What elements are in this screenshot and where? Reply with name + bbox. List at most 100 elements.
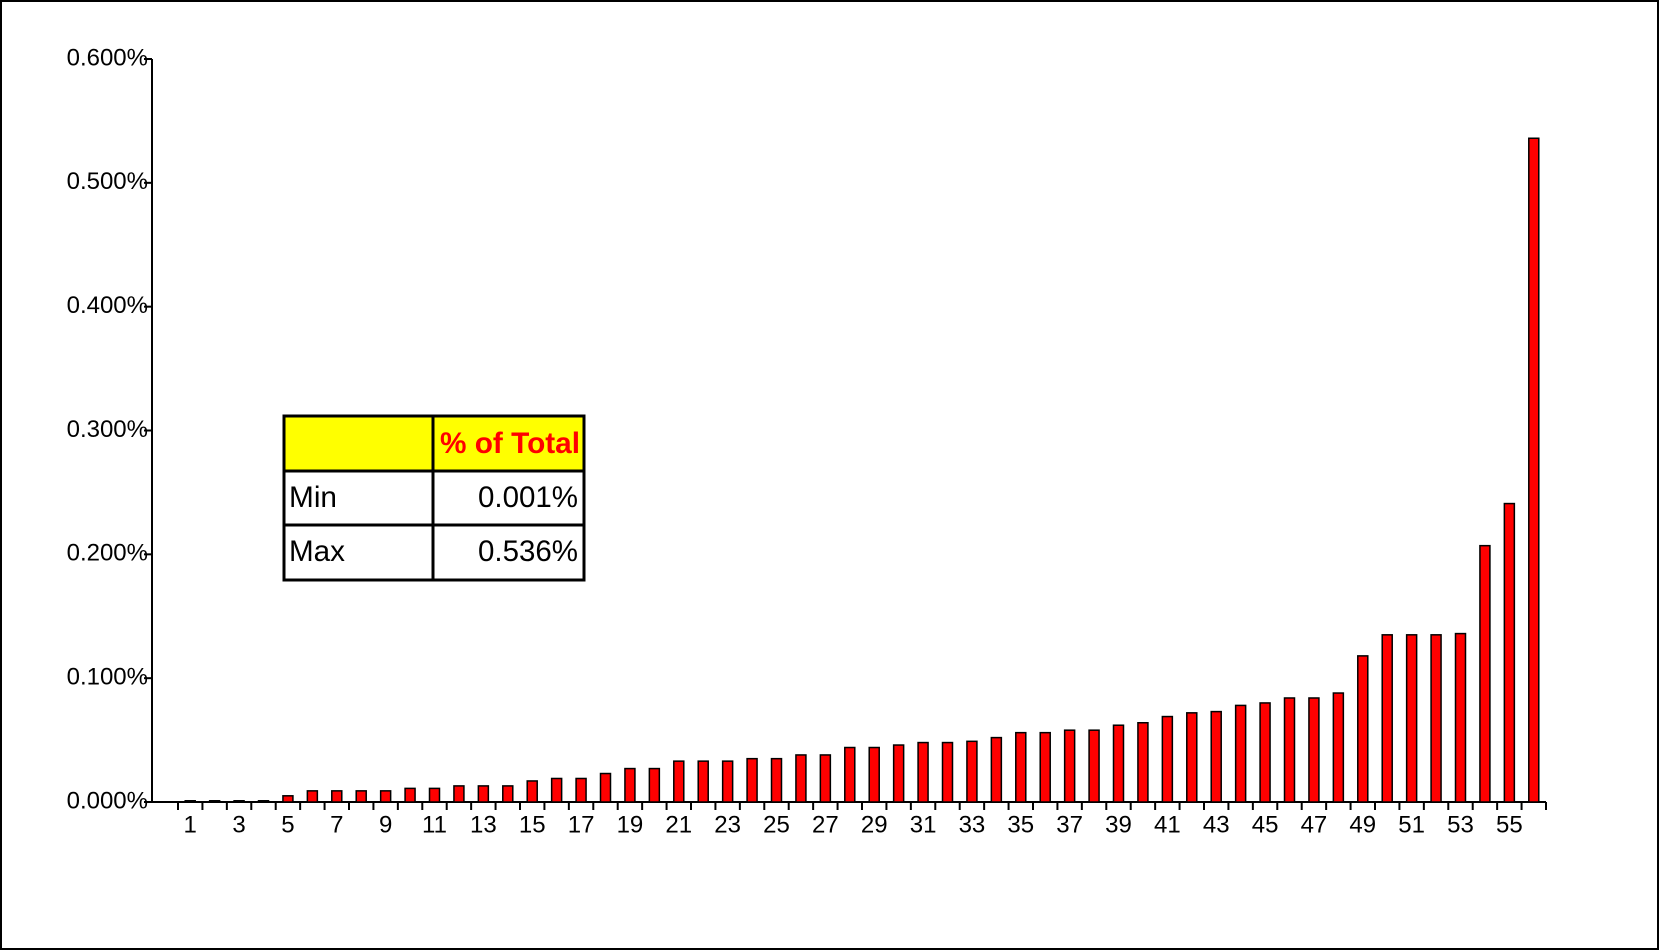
- table-value: 0.536%: [478, 535, 578, 568]
- x-tick-label: 41: [1154, 811, 1181, 838]
- bar: [868, 746, 880, 803]
- x-tick-label: 31: [910, 811, 937, 838]
- bar: [575, 777, 587, 803]
- x-tick-label: 5: [281, 811, 294, 838]
- bar: [282, 795, 294, 803]
- bar: [1430, 634, 1442, 803]
- x-tick-label: 23: [714, 811, 741, 838]
- bar: [1479, 544, 1491, 803]
- x-tick-label: 21: [665, 811, 692, 838]
- bar: [844, 746, 856, 803]
- table-header: % of Total: [440, 427, 580, 460]
- x-tick-label: 33: [959, 811, 986, 838]
- bar: [428, 787, 441, 803]
- bar: [1063, 729, 1076, 803]
- bar: [990, 736, 1003, 803]
- bar: [1503, 502, 1516, 803]
- x-tick-label: 37: [1056, 811, 1083, 838]
- bar: [770, 757, 783, 803]
- table-cell: [431, 469, 586, 527]
- x-tick-label: 35: [1007, 811, 1034, 838]
- table-row-label: Max: [289, 535, 345, 568]
- bar: [1308, 697, 1320, 803]
- x-tick-label: 25: [763, 811, 790, 838]
- bar: [1186, 712, 1198, 803]
- x-tick-label: 15: [519, 811, 546, 838]
- bar: [624, 767, 636, 803]
- bar: [795, 754, 807, 803]
- bar: [1210, 710, 1222, 803]
- bar: [1112, 724, 1125, 803]
- y-tick-label: 0.400%: [67, 292, 148, 319]
- bar: [1454, 632, 1467, 803]
- bar: [208, 800, 221, 803]
- y-tick-label: 0.100%: [67, 664, 148, 691]
- table-value: 0.001%: [478, 481, 578, 514]
- bar: [453, 785, 465, 803]
- bar: [1137, 721, 1149, 803]
- x-tick-label: 39: [1105, 811, 1132, 838]
- y-tick-label: 0.300%: [67, 416, 148, 443]
- bar: [477, 785, 490, 803]
- bar: [697, 760, 709, 803]
- x-tick-label: 53: [1447, 811, 1474, 838]
- x-tick-label: 17: [568, 811, 595, 838]
- x-tick-label: 13: [470, 811, 497, 838]
- bar: [1039, 731, 1051, 803]
- x-tick-label: 19: [617, 811, 644, 838]
- table-cell: [282, 414, 435, 473]
- bar: [673, 760, 685, 803]
- bar: [746, 757, 758, 803]
- bar: [1528, 137, 1540, 803]
- bar: [941, 741, 954, 803]
- y-tick-label: 0.500%: [67, 168, 148, 195]
- x-tick-label: 11: [422, 811, 447, 838]
- bar: [184, 800, 196, 803]
- x-tick-label: 1: [184, 811, 197, 838]
- bar: [306, 790, 319, 803]
- bar: [1357, 655, 1369, 803]
- bar: [1088, 729, 1100, 803]
- bar: [1259, 702, 1271, 803]
- x-tick-label: 55: [1496, 811, 1523, 838]
- x-tick-label: 49: [1349, 811, 1376, 838]
- y-tick-label: 0.000%: [67, 787, 148, 814]
- x-tick-label: 43: [1203, 811, 1230, 838]
- x-tick-label: 9: [379, 811, 392, 838]
- bar: [917, 741, 929, 803]
- bar: [379, 790, 392, 803]
- table-cell: [282, 523, 435, 582]
- summary-table: % of Total Min 0.001% Max 0.536%: [282, 414, 586, 582]
- x-tick-label: 51: [1398, 811, 1425, 838]
- bar: [1381, 634, 1393, 803]
- x-tick-label: 45: [1252, 811, 1279, 838]
- bar: [331, 790, 343, 803]
- x-tick-label: 29: [861, 811, 888, 838]
- bar: [966, 740, 978, 803]
- bar: [1234, 704, 1247, 803]
- x-tick-label: 47: [1301, 811, 1328, 838]
- x-tick-label: 27: [812, 811, 839, 838]
- y-tick-label: 0.200%: [67, 540, 148, 567]
- bar: [550, 777, 563, 803]
- bar: [1405, 634, 1418, 803]
- x-tick-label: 7: [330, 811, 343, 838]
- bar: [355, 790, 367, 803]
- bar: [1161, 715, 1174, 803]
- bar: [819, 754, 832, 803]
- bar: [233, 800, 245, 803]
- bar: [257, 800, 270, 803]
- bar: [1332, 692, 1345, 803]
- bar: [404, 787, 416, 803]
- bar: [1283, 697, 1296, 803]
- bar: [599, 772, 612, 803]
- bar: [648, 767, 661, 803]
- bar: [526, 780, 538, 803]
- bar: [502, 785, 514, 803]
- bar: [1015, 731, 1027, 803]
- bar: [721, 760, 734, 803]
- table-row-label: Min: [289, 481, 337, 514]
- x-tick-label: 3: [232, 811, 245, 838]
